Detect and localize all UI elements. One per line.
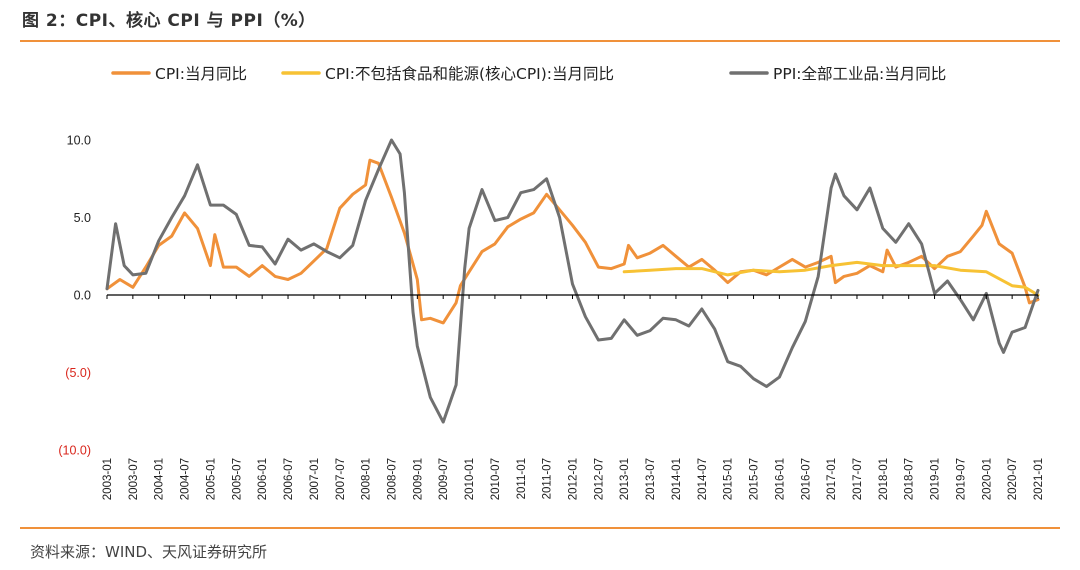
chart-series	[105, 138, 1040, 424]
source-note: 资料来源：WIND、天风证券研究所	[30, 543, 268, 561]
y-axis-ticks: 10.0 5.0 0.0 (5.0) (10.0)	[58, 134, 91, 458]
x-tick-label: 2011-07	[542, 458, 554, 499]
x-tick-label: 2019-07	[955, 458, 967, 500]
x-tick-label: 2010-01	[464, 458, 476, 500]
source-divider	[20, 527, 1060, 529]
x-tick-label: 2004-01	[154, 458, 166, 500]
chart-title: 图 2：CPI、核心 CPI 与 PPI（%）	[22, 11, 316, 31]
x-tick-label: 2008-01	[361, 458, 373, 500]
x-axis-ticks: 2003-01 2003-07 2004-01 2004-07 2005-01 2005-…	[102, 458, 1045, 500]
x-tick-label: 2006-01	[257, 458, 269, 500]
x-tick-label: 2003-07	[128, 458, 140, 500]
chart-legend: CPI:当月同比 CPI:不包括食品和能源(核心CPI):当月同比 PPI:全部工业…	[111, 65, 946, 83]
x-tick-label: 2014-07	[697, 458, 709, 500]
legend-label: CPI:当月同比	[155, 65, 247, 83]
y-tick-label: 5.0	[74, 211, 91, 225]
x-tick-label: 2017-07	[852, 458, 864, 500]
x-tick-label: 2017-01	[826, 458, 838, 500]
x-axis	[106, 294, 1039, 299]
x-tick-label: 2007-07	[335, 458, 347, 500]
x-tick-label: 2005-01	[205, 458, 217, 500]
legend-label: PPI:全部工业品:当月同比	[773, 65, 946, 83]
series-line-3	[105, 138, 1040, 424]
x-tick-label: 2003-01	[102, 458, 114, 500]
x-tick-label: 2010-07	[490, 458, 502, 500]
y-tick-label: 10.0	[67, 134, 91, 148]
series-line-1	[105, 158, 1040, 325]
x-tick-label: 2013-01	[619, 458, 631, 500]
y-tick-label: (5.0)	[65, 366, 91, 380]
x-tick-label: 2008-07	[386, 458, 398, 500]
legend-label: CPI:不包括食品和能源(核心CPI):当月同比	[325, 65, 614, 83]
legend-item-2: CPI:不包括食品和能源(核心CPI):当月同比	[281, 65, 614, 83]
x-tick-label: 2015-01	[723, 458, 735, 500]
legend-item-3: PPI:全部工业品:当月同比	[729, 65, 946, 83]
y-tick-label: 0.0	[74, 289, 91, 303]
y-tick-label: (10.0)	[58, 444, 91, 458]
x-tick-label: 2004-07	[180, 458, 192, 500]
x-tick-label: 2013-07	[645, 458, 657, 500]
legend-item-1: CPI:当月同比	[111, 65, 247, 83]
x-tick-label: 2016-07	[800, 458, 812, 500]
x-tick-label: 2018-07	[904, 458, 916, 500]
x-tick-label: 2018-01	[878, 458, 890, 500]
x-tick-label: 2012-01	[568, 458, 580, 500]
x-tick-label: 2020-01	[981, 458, 993, 500]
x-tick-label: 2005-07	[231, 458, 243, 500]
x-tick-label: 2020-07	[1007, 458, 1019, 500]
x-tick-label: 2015-07	[749, 458, 761, 500]
x-tick-label: 2021-01	[1033, 458, 1045, 500]
x-tick-label: 2009-01	[412, 458, 424, 500]
x-tick-label: 2012-07	[593, 458, 605, 500]
x-tick-label: 2016-01	[774, 458, 786, 500]
x-tick-label: 2019-01	[930, 458, 942, 500]
x-tick-label: 2006-07	[283, 458, 295, 500]
title-divider	[20, 40, 1060, 42]
x-tick-label: 2009-07	[438, 458, 450, 500]
x-tick-label: 2007-01	[309, 458, 321, 500]
x-tick-label: 2011-01	[516, 458, 528, 499]
x-tick-label: 2014-01	[671, 458, 683, 500]
series-line-2	[622, 260, 1040, 297]
